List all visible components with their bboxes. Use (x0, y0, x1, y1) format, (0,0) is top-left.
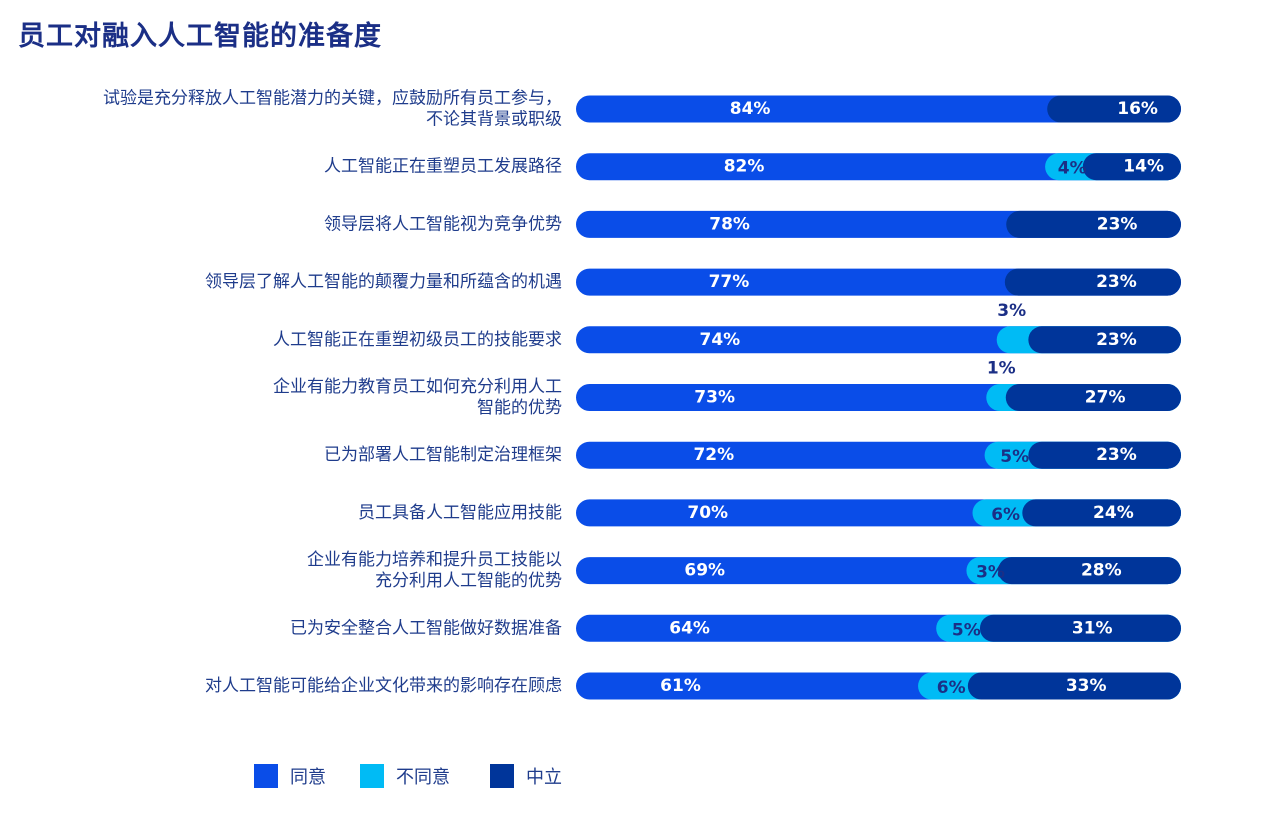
legend-label-neutral: 中立 (526, 767, 562, 788)
legend-item-disagree: 不同意 (360, 763, 450, 789)
legend-label-agree: 同意 (290, 767, 326, 788)
bar-neutral (1006, 210, 1181, 238)
category-label: 领导层了解人工智能的颠覆力量和所蕴含的机遇 (205, 272, 562, 292)
value-label-agree: 74% (699, 330, 740, 350)
value-label-disagree: 6% (937, 678, 966, 698)
value-label-agree: 70% (687, 503, 728, 523)
category-label: 对人工智能可能给企业文化带来的影响存在顾虑 (205, 676, 562, 696)
value-label-agree: 84% (730, 99, 771, 119)
legend-swatch-disagree (360, 764, 384, 788)
value-label-agree: 69% (684, 561, 725, 581)
value-label-agree: 61% (660, 676, 701, 696)
bar-neutral (1004, 268, 1181, 296)
value-label-disagree: 6% (991, 505, 1020, 525)
value-label-agree: 72% (693, 445, 734, 465)
category-label: 智能的优势 (477, 398, 562, 418)
value-label-disagree: 3% (976, 563, 1005, 583)
bar-neutral (998, 557, 1181, 585)
value-label-agree: 73% (694, 388, 735, 408)
value-label-neutral: 33% (1066, 676, 1107, 696)
bar-neutral (1022, 499, 1181, 527)
bar-neutral (979, 614, 1181, 642)
bar-neutral (1047, 95, 1181, 123)
value-label-disagree: 4% (1058, 159, 1087, 179)
legend-item-neutral: 中立 (490, 763, 562, 789)
chart-title: 员工对融入人工智能的准备度 (18, 21, 382, 52)
category-label: 充分利用人工智能的优势 (375, 571, 562, 591)
category-label: 企业有能力培养和提升员工技能以 (307, 550, 562, 570)
value-label-neutral: 16% (1117, 99, 1158, 119)
bar-agree (576, 153, 1181, 181)
value-label-neutral: 28% (1081, 561, 1122, 581)
value-label-neutral: 23% (1096, 445, 1137, 465)
bar-neutral (1028, 441, 1181, 469)
bar-neutral (1028, 326, 1181, 354)
value-label-agree: 82% (724, 157, 765, 177)
bar-agree (576, 95, 1181, 123)
value-label-disagree: 3% (997, 301, 1026, 321)
value-label-agree: 78% (709, 214, 750, 234)
legend-label-disagree: 不同意 (396, 767, 450, 788)
bar-neutral (1005, 384, 1181, 411)
legend-swatch-agree (254, 764, 278, 788)
value-label-neutral: 23% (1097, 214, 1138, 234)
value-label-neutral: 23% (1096, 272, 1137, 292)
legend-swatch-neutral (490, 764, 514, 788)
value-label-neutral: 24% (1093, 503, 1134, 523)
category-label: 人工智能正在重塑员工发展路径 (324, 157, 562, 177)
value-label-neutral: 31% (1072, 618, 1113, 638)
bar-neutral (967, 672, 1181, 700)
category-label: 试验是充分释放人工智能潜力的关键，应鼓励所有员工参与， (103, 89, 562, 109)
value-label-neutral: 23% (1096, 330, 1137, 350)
category-label: 员工具备人工智能应用技能 (358, 503, 562, 523)
value-label-neutral: 14% (1123, 157, 1164, 177)
value-label-disagree: 5% (1000, 447, 1029, 467)
value-label-disagree: 1% (987, 359, 1016, 379)
category-label: 已为部署人工智能制定治理框架 (324, 445, 562, 465)
value-label-disagree: 5% (952, 620, 981, 640)
category-label: 领导层将人工智能视为竞争优势 (324, 214, 562, 234)
category-label: 企业有能力教育员工如何充分利用人工 (273, 377, 562, 397)
bar-neutral (1082, 153, 1181, 181)
value-label-neutral: 27% (1085, 388, 1126, 408)
legend-item-agree: 同意 (254, 763, 326, 789)
category-label: 不论其背景或职级 (426, 110, 562, 130)
value-label-agree: 64% (669, 618, 710, 638)
category-label: 已为安全整合人工智能做好数据准备 (290, 618, 562, 638)
value-label-agree: 77% (709, 272, 750, 292)
category-label: 人工智能正在重塑初级员工的技能要求 (273, 330, 562, 350)
